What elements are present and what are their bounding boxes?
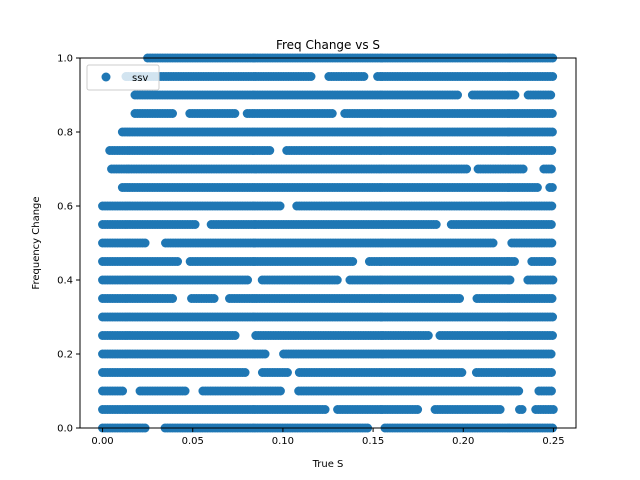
data-point [547, 127, 557, 137]
data-point [547, 257, 557, 266]
data-point [282, 368, 292, 377]
x-tick-label: 0.15 [362, 436, 384, 447]
data-point [413, 405, 423, 414]
data-point [547, 294, 557, 303]
data-point [230, 331, 240, 340]
chart-title: Freq Change vs S [276, 38, 380, 52]
data-point [332, 275, 342, 285]
data-point [431, 220, 441, 229]
data-point [306, 72, 316, 81]
data-point [140, 238, 150, 248]
y-axis-ticks: 0.0 0.2 0.4 0.6 0.8 1.0 [57, 54, 80, 435]
y-tick-label: 0.8 [57, 128, 73, 139]
data-point [510, 90, 520, 100]
data-point [423, 331, 433, 340]
x-tick-label: 0.20 [452, 436, 474, 447]
data-point [547, 146, 557, 155]
legend-marker [101, 72, 111, 82]
data-point [327, 109, 337, 118]
y-axis-label: Frequency Change [31, 196, 42, 289]
data-point [457, 368, 467, 377]
data-point [320, 405, 330, 414]
data-point [505, 275, 515, 285]
data-point [509, 257, 519, 266]
data-point [532, 183, 542, 192]
axes-frame [79, 57, 577, 429]
data-point [180, 386, 190, 396]
data-point [240, 368, 250, 377]
x-tick-label: 0.25 [542, 436, 564, 447]
data-point [190, 220, 200, 229]
data-point [243, 275, 253, 285]
data-point [453, 90, 463, 100]
data-point [547, 331, 557, 340]
x-tick-label: 0.00 [91, 436, 113, 447]
data-point [547, 183, 557, 192]
data-point [260, 349, 270, 359]
data-point [359, 72, 369, 81]
data-point [462, 164, 472, 174]
data-points [98, 53, 558, 433]
data-point [547, 238, 557, 248]
data-point [548, 72, 558, 81]
data-point [548, 275, 558, 285]
plot-area [79, 53, 577, 433]
data-point [230, 109, 240, 118]
data-point [275, 386, 285, 396]
data-point [495, 405, 505, 414]
data-point [548, 312, 558, 322]
data-point [548, 405, 558, 414]
x-tick-label: 0.05 [182, 436, 204, 447]
data-point [209, 294, 219, 303]
data-point [168, 294, 178, 303]
legend: ssv [86, 64, 160, 91]
data-point [173, 257, 183, 266]
data-point [546, 220, 556, 229]
y-tick-label: 0.4 [57, 276, 73, 287]
data-point [118, 386, 128, 396]
data-point [514, 386, 524, 396]
data-point [517, 405, 527, 414]
x-axis-label: True S [312, 459, 344, 470]
data-point [546, 349, 556, 359]
data-point [546, 164, 556, 174]
data-point [546, 90, 556, 100]
data-point [547, 201, 557, 211]
data-point [348, 257, 358, 266]
legend-entry-ssv: ssv [132, 73, 148, 84]
y-tick-label: 0.2 [57, 350, 73, 361]
y-tick-label: 0.0 [57, 424, 73, 435]
y-tick-label: 1.0 [57, 54, 73, 65]
data-point [488, 238, 498, 248]
data-point [265, 146, 275, 155]
x-axis-ticks: 0.00 0.05 0.10 0.15 0.20 0.25 [91, 428, 565, 447]
legend-box [86, 64, 160, 91]
data-point [455, 294, 465, 303]
data-point [275, 201, 285, 211]
data-point [168, 109, 178, 118]
y-tick-label: 0.6 [57, 202, 73, 213]
data-point [518, 164, 528, 174]
x-tick-label: 0.10 [272, 436, 294, 447]
data-point [546, 386, 556, 396]
data-point [546, 368, 556, 377]
data-point [547, 109, 557, 118]
